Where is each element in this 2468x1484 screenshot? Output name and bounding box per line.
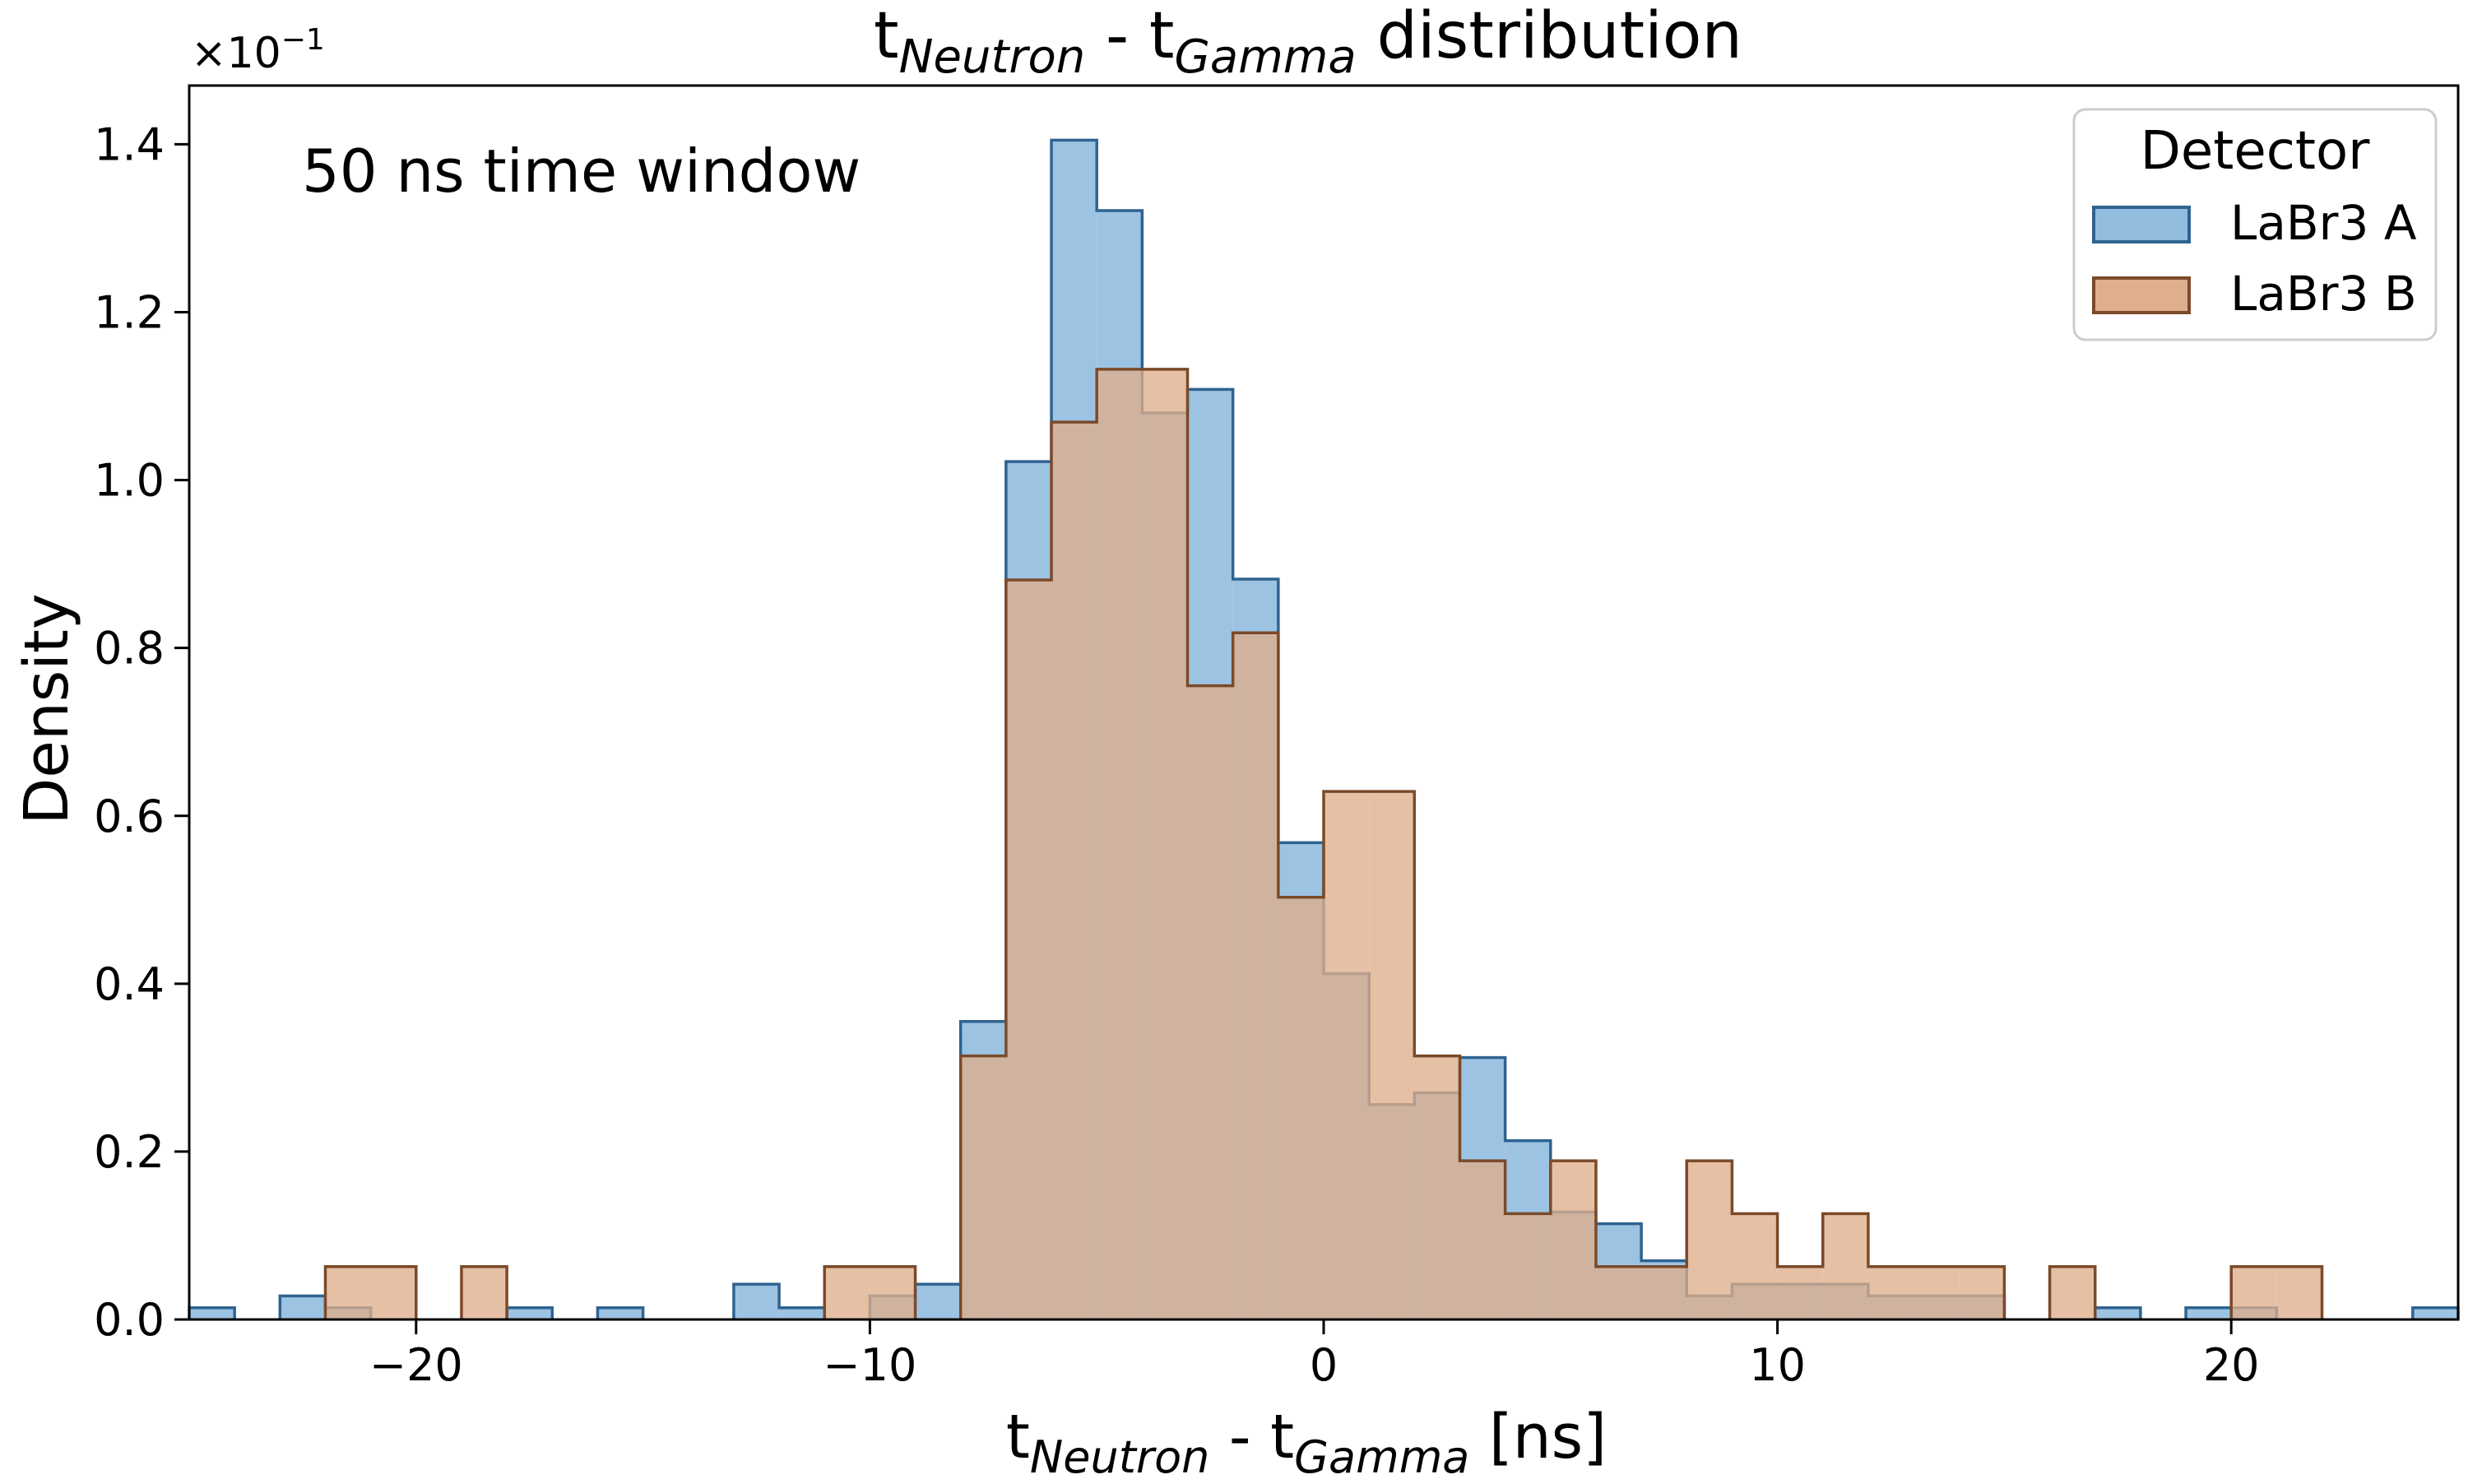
histogram-bar — [1051, 422, 1097, 1320]
x-tick-label: 10 — [1749, 1339, 1806, 1391]
histogram-bar — [597, 1307, 643, 1319]
x-axis-label: tNeutron - tGamma [ns] — [1006, 1402, 1607, 1481]
axis-ticks: −20 −10 0 10 20 0.0 0.2 0.4 0.6 0.8 1.0 1.2 1.4 — [94, 118, 2259, 1391]
histogram-bar — [1959, 1266, 2005, 1319]
histogram-bar — [1187, 685, 1233, 1319]
x-tick-label: 20 — [2203, 1339, 2260, 1391]
histogram-bar — [1914, 1266, 1960, 1319]
histogram-bar — [280, 1296, 326, 1319]
histogram-bar — [325, 1266, 371, 1319]
histogram-bar — [1324, 791, 1370, 1319]
y-tick-label: 0.4 — [94, 958, 165, 1010]
histogram-bar — [2412, 1307, 2458, 1319]
histogram-bar — [1278, 897, 1324, 1319]
legend-swatch-labbr3-b — [2092, 276, 2191, 314]
histogram-bar — [1595, 1266, 1642, 1319]
histogram-bar — [1686, 1161, 1733, 1319]
histogram-bar — [1822, 1213, 1868, 1319]
legend-label-labbr3-b: LaBr3 B — [2230, 266, 2417, 322]
histogram-bar — [2186, 1307, 2232, 1319]
histogram-bar — [1505, 1213, 1551, 1319]
histogram-bar — [461, 1266, 508, 1319]
histogram-bar — [915, 1284, 961, 1319]
time-window-annotation: 50 ns time window — [302, 137, 861, 206]
y-tick-label: 1.4 — [94, 118, 165, 170]
y-tick-label: 0.0 — [94, 1294, 165, 1346]
legend-title: Detector — [2141, 121, 2371, 182]
x-tick-label: 0 — [1310, 1339, 1338, 1391]
series-outline — [323, 368, 2324, 1319]
x-tick-label: −10 — [823, 1339, 916, 1391]
y-scale-multiplier: ×10−1 — [191, 23, 325, 78]
legend: Detector LaBr3 A LaBr3 B — [2072, 108, 2438, 341]
histogram-bars — [188, 138, 2460, 1320]
y-tick-label: 0.6 — [94, 791, 165, 842]
y-axis-label: Density — [12, 593, 82, 824]
histogram-bar — [2095, 1307, 2141, 1319]
histogram-bar — [2231, 1266, 2277, 1319]
histogram-bar — [960, 1055, 1006, 1319]
histogram-bar — [1459, 1161, 1505, 1319]
histogram-bar — [779, 1307, 825, 1319]
histogram-bar — [1550, 1161, 1596, 1319]
histogram-bar — [1005, 580, 1052, 1319]
histogram-bar — [870, 1266, 916, 1319]
y-tick-label: 0.2 — [94, 1126, 165, 1178]
y-tick-label: 1.0 — [94, 455, 165, 507]
x-tick-label: −20 — [369, 1339, 463, 1391]
histogram-bar — [1369, 791, 1415, 1319]
histogram-bar — [1867, 1266, 1914, 1319]
histogram-bar — [1142, 369, 1188, 1319]
chart-title: tNeutron - tGamma distribution — [874, 0, 1742, 84]
histogram-bar — [2049, 1266, 2095, 1319]
histogram-bar — [1777, 1266, 1823, 1319]
series-labbr3-b — [323, 368, 2324, 1320]
histogram-bar — [1414, 1055, 1460, 1319]
histogram-bar — [733, 1284, 780, 1319]
histogram-bar — [370, 1266, 416, 1319]
histogram-bar — [1232, 633, 1278, 1319]
histogram-bar — [507, 1307, 553, 1319]
histogram-bar — [824, 1266, 870, 1319]
histogram-bar — [1641, 1266, 1687, 1319]
legend-label-labbr3-a: LaBr3 A — [2230, 195, 2417, 251]
y-tick-label: 1.2 — [94, 287, 165, 339]
histogram-bar — [2276, 1266, 2322, 1319]
histogram-bar — [1097, 369, 1143, 1319]
legend-swatch-labbr3-a — [2092, 206, 2191, 243]
histogram-bar — [189, 1307, 235, 1319]
y-tick-label: 0.8 — [94, 623, 165, 675]
histogram-bar — [1732, 1213, 1778, 1319]
